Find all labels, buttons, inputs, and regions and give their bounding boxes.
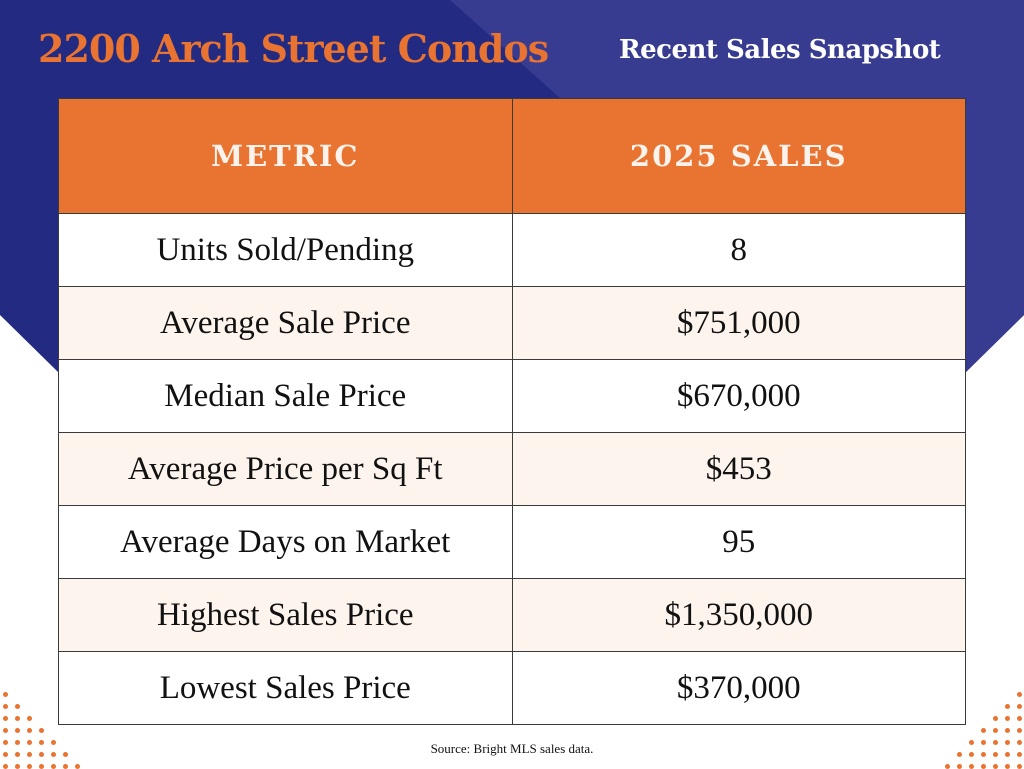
table-row: Units Sold/Pending 8	[58, 213, 966, 287]
dot	[981, 764, 986, 769]
dot	[27, 752, 32, 757]
page-title: 2200 Arch Street Condos	[38, 26, 549, 71]
dot	[3, 692, 8, 697]
table-row: Highest Sales Price $1,350,000	[58, 578, 966, 652]
dot	[27, 764, 32, 769]
dot	[993, 764, 998, 769]
value-cell: $1,350,000	[511, 578, 966, 652]
dot	[993, 752, 998, 757]
table-header-row: METRIC 2025 SALES	[58, 98, 966, 214]
dot	[39, 764, 44, 769]
dot	[3, 728, 8, 733]
dot	[1017, 764, 1022, 769]
dot	[27, 716, 32, 721]
dot	[27, 728, 32, 733]
dot	[63, 764, 68, 769]
dot	[957, 764, 962, 769]
dot	[63, 752, 68, 757]
metric-cell: Lowest Sales Price	[58, 651, 513, 725]
dot	[75, 764, 80, 769]
dot	[1005, 716, 1010, 721]
dot	[15, 704, 20, 709]
dot	[981, 752, 986, 757]
dot	[981, 740, 986, 745]
dot	[1005, 728, 1010, 733]
table-row: Lowest Sales Price $370,000	[58, 651, 966, 725]
table-row: Average Days on Market 95	[58, 505, 966, 579]
dot	[51, 764, 56, 769]
dot	[3, 740, 8, 745]
dot	[1005, 704, 1010, 709]
dot	[15, 728, 20, 733]
value-cell: 95	[511, 505, 966, 579]
dot	[39, 752, 44, 757]
dot	[15, 716, 20, 721]
dot	[1017, 752, 1022, 757]
dot	[1005, 752, 1010, 757]
dot	[993, 728, 998, 733]
dot	[945, 764, 950, 769]
dot	[1005, 764, 1010, 769]
table-row: Average Sale Price $751,000	[58, 286, 966, 360]
dot	[957, 752, 962, 757]
dot	[15, 764, 20, 769]
dot	[3, 716, 8, 721]
table-row: Median Sale Price $670,000	[58, 359, 966, 433]
dot	[3, 752, 8, 757]
dot	[51, 740, 56, 745]
metric-cell: Average Price per Sq Ft	[58, 432, 513, 506]
dot	[15, 752, 20, 757]
value-cell: $670,000	[511, 359, 966, 433]
value-cell: $370,000	[511, 651, 966, 725]
metric-cell: Average Sale Price	[58, 286, 513, 360]
dot	[1017, 704, 1022, 709]
metric-cell: Median Sale Price	[58, 359, 513, 433]
dot	[51, 752, 56, 757]
dot	[27, 740, 32, 745]
value-cell: 8	[511, 213, 966, 287]
column-header-metric: METRIC	[58, 98, 513, 214]
table-row: Average Price per Sq Ft $453	[58, 432, 966, 506]
dot	[3, 704, 8, 709]
metric-cell: Highest Sales Price	[58, 578, 513, 652]
value-cell: $751,000	[511, 286, 966, 360]
dot	[39, 740, 44, 745]
dot	[969, 740, 974, 745]
dot	[1017, 740, 1022, 745]
dot	[969, 764, 974, 769]
dot	[1005, 740, 1010, 745]
dot	[1017, 716, 1022, 721]
dot	[15, 740, 20, 745]
dot	[981, 728, 986, 733]
sales-table: METRIC 2025 SALES Units Sold/Pending 8 Av…	[58, 98, 966, 725]
dot	[993, 716, 998, 721]
value-cell: $453	[511, 432, 966, 506]
metric-cell: Units Sold/Pending	[58, 213, 513, 287]
dot	[3, 764, 8, 769]
source-note: Source: Bright MLS sales data.	[430, 741, 594, 756]
dot	[993, 740, 998, 745]
column-header-sales: 2025 SALES	[511, 98, 966, 214]
metric-cell: Average Days on Market	[58, 505, 513, 579]
page-subtitle: Recent Sales Snapshot	[619, 35, 941, 65]
dot	[1017, 728, 1022, 733]
dot	[39, 728, 44, 733]
dot	[969, 752, 974, 757]
dot	[1017, 692, 1022, 697]
